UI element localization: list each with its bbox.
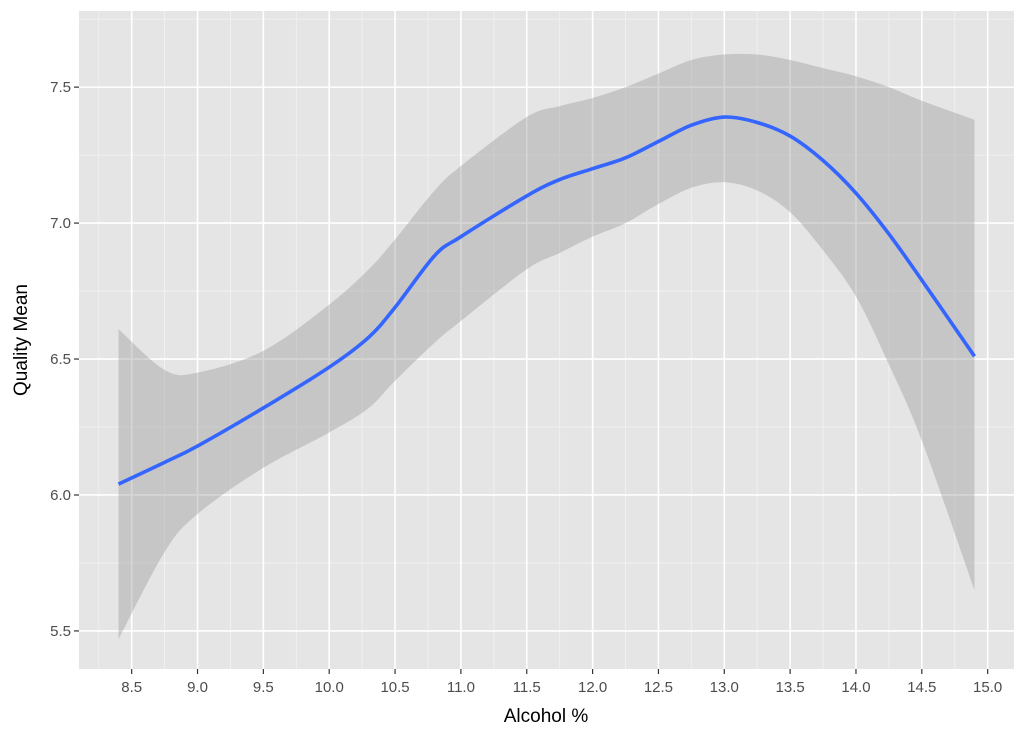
smooth-line [117, 115, 976, 486]
y-tick-label: 7.0 [50, 215, 71, 232]
x-tick-label: 10.0 [315, 679, 344, 696]
minor-grid [79, 11, 1014, 669]
x-tick-label: 9.5 [253, 679, 274, 696]
x-tick-label: 15.0 [973, 679, 1002, 696]
x-tick-label: 12.0 [578, 679, 607, 696]
x-tick-label: 13.0 [710, 679, 739, 696]
y-tick-label: 7.5 [50, 79, 71, 96]
x-tick-label: 14.5 [907, 679, 936, 696]
x-axis-title: Alcohol % [504, 706, 589, 727]
x-tick-label: 10.5 [380, 679, 409, 696]
x-tick-label: 8.5 [121, 679, 142, 696]
major-grid [79, 11, 1014, 669]
x-tick-label: 11.0 [447, 679, 475, 696]
y-tick-label: 6.0 [50, 487, 71, 504]
y-tick-label: 6.5 [50, 351, 71, 368]
x-tick-label: 14.0 [841, 679, 870, 696]
x-tick-label: 13.5 [776, 679, 805, 696]
plot-panel [79, 11, 1014, 669]
x-tick-label: 9.0 [187, 679, 208, 696]
y-axis: 5.5 6.0 6.5 7.0 7.5 [50, 79, 79, 640]
y-tick-label: 5.5 [50, 623, 71, 640]
x-axis: 8.5 9.0 9.5 10.0 10.5 11.0 11.5 12.0 12.5 13.0 13.… [121, 669, 1002, 696]
confidence-band [118, 53, 975, 640]
x-tick-label: 12.5 [644, 679, 673, 696]
x-tick-label: 11.5 [513, 679, 541, 696]
y-axis-title: Quality Mean [11, 284, 32, 396]
